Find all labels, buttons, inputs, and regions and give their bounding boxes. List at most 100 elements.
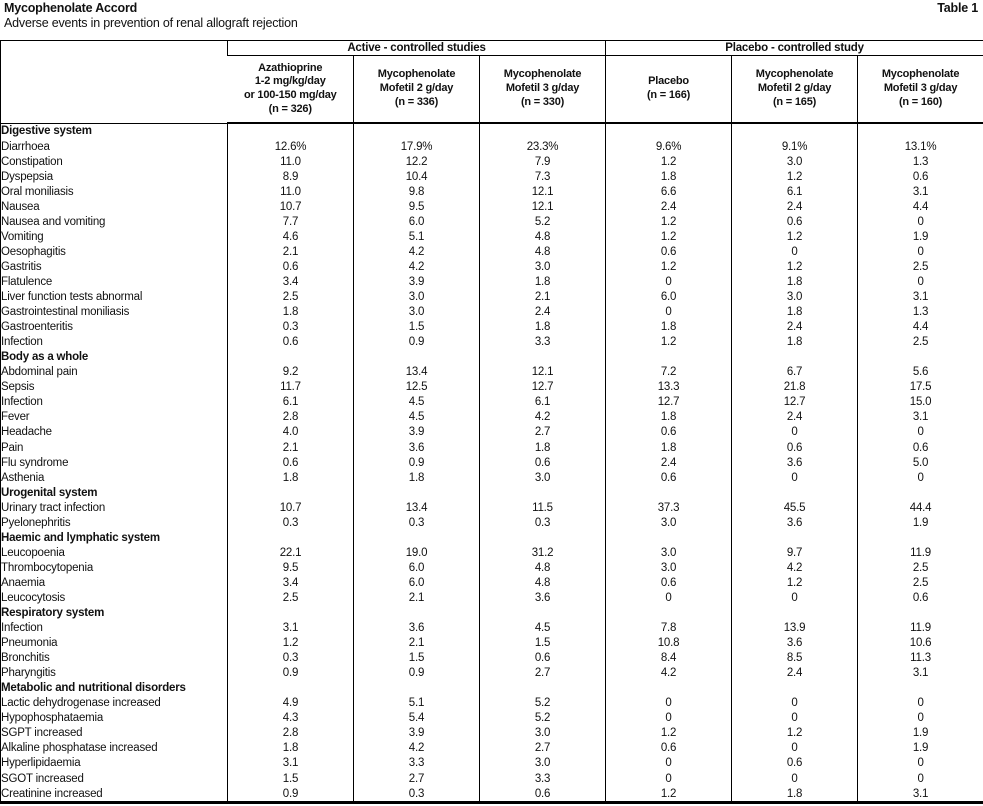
value-cell: 11.9 [857, 545, 983, 561]
table-row: Creatinine increased 0.9 0.3 0.6 1.2 1.8 3.1 [1, 786, 983, 803]
empty-cell [857, 349, 983, 365]
table-row: Liver function tests abnormal 2.5 3.0 2.1 6.… [1, 289, 983, 305]
column-header-line: Mofetil 3 g/day [505, 82, 580, 95]
row-label: Oesophagitis [1, 245, 66, 258]
table-row: Gastroenteritis 0.3 1.5 1.8 1.8 2.4 4.4 [1, 319, 983, 335]
value-cell: 11.7 [227, 379, 354, 395]
table-row: Diarrhoea 12.6% 17.9% 23.3% 9.6% 9.1% 13.1% [1, 139, 983, 155]
value-cell: 3.0 [478, 259, 606, 275]
value-cell: 3.6 [478, 590, 606, 606]
empty-cell [353, 349, 480, 365]
value-cell: 2.4 [605, 455, 732, 471]
value-cell: 3.0 [478, 470, 606, 486]
value-cell: 13.9 [731, 620, 858, 636]
value-cell: 0.3 [353, 786, 480, 803]
table-row: SGPT increased 2.8 3.9 3.0 1.2 1.2 1.9 [1, 725, 983, 741]
row-label: Thrombocytopenia [1, 561, 94, 574]
value-cell: 1.8 [731, 334, 858, 350]
table-row: Nausea and vomiting 7.7 6.0 5.2 1.2 0.6 0 [1, 214, 983, 230]
row-label: SGOT increased [1, 772, 84, 785]
table-row: Pneumonia 1.2 2.1 1.5 10.8 3.6 10.6 [1, 635, 983, 651]
value-cell: 7.8 [605, 620, 732, 636]
column-header-line: (n = 330) [520, 95, 565, 108]
table-number-label: Table 1 [937, 1, 978, 15]
value-cell: 4.5 [478, 620, 606, 636]
value-cell: 3.0 [478, 755, 606, 772]
table-row: Infection 3.1 3.6 4.5 7.8 13.9 11.9 [1, 620, 983, 636]
value-cell: 0.6 [605, 470, 732, 486]
value-cell: 0 [605, 304, 732, 320]
empty-cell [605, 123, 732, 140]
value-cell: 3.3 [353, 755, 480, 772]
column-header-line: Mycophenolate [881, 68, 960, 81]
value-cell: 2.4 [731, 199, 858, 215]
value-cell: 7.2 [605, 364, 732, 380]
value-cell: 0.6 [857, 590, 983, 606]
column-header-row: Azathioprine 1-2 mg/kg/day or 100-150 mg/d… [1, 55, 983, 124]
table-body: Digestive system Diarrhoea 12.6% 17.9% 23.3%… [1, 123, 983, 803]
value-cell: 0 [731, 244, 858, 260]
value-cell: 0 [857, 710, 983, 726]
value-cell: 10.8 [605, 635, 732, 651]
column-header-line: 1-2 mg/kg/day [254, 75, 326, 88]
empty-cell [478, 349, 606, 365]
value-cell: 0.6 [731, 214, 858, 230]
value-cell: 0 [857, 214, 983, 230]
value-cell: 0 [857, 695, 983, 711]
value-cell: 6.1 [731, 184, 858, 200]
column-header-line: (n = 336) [394, 95, 439, 108]
value-cell: 1.2 [731, 259, 858, 275]
value-cell: 1.5 [478, 635, 606, 651]
value-cell: 6.6 [605, 184, 732, 200]
value-cell: 1.2 [605, 786, 732, 803]
table-row: Hypophosphataemia 4.3 5.4 5.2 0 0 0 [1, 710, 983, 726]
row-label: Asthenia [1, 471, 45, 484]
row-label: Gastroenteritis [1, 321, 73, 334]
section-title: Body as a whole [1, 351, 89, 364]
value-cell: 2.4 [478, 304, 606, 320]
table-row: Pharyngitis 0.9 0.9 2.7 4.2 2.4 3.1 [1, 665, 983, 681]
column-header-line: (n = 160) [898, 95, 943, 108]
value-cell: 1.3 [857, 304, 983, 320]
row-label: Creatinine increased [1, 787, 103, 800]
column-header: Mycophenolate Mofetil 3 g/day (n = 160) [857, 55, 983, 124]
value-cell: 2.4 [731, 319, 858, 335]
table-row: Pain 2.1 3.6 1.8 1.8 0.6 0.6 [1, 439, 983, 456]
value-cell: 23.3% [478, 139, 606, 155]
value-cell: 5.0 [857, 455, 983, 471]
value-cell: 3.9 [353, 725, 480, 741]
row-label: Bronchitis [1, 652, 50, 665]
row-label: Sepsis [1, 381, 35, 394]
empty-cell [227, 605, 354, 621]
value-cell: 0.6 [227, 259, 354, 275]
value-cell: 1.5 [353, 319, 480, 335]
row-label: Nausea and vomiting [1, 215, 106, 228]
value-cell: 13.4 [353, 364, 480, 380]
value-cell: 11.9 [857, 620, 983, 636]
value-cell: 0.9 [227, 665, 354, 681]
value-cell: 4.6 [227, 229, 354, 245]
value-cell: 3.1 [227, 620, 354, 636]
table-row: Fever 2.8 4.5 4.2 1.8 2.4 3.1 [1, 409, 983, 425]
value-cell: 19.0 [353, 545, 480, 561]
row-label: Alkaline phosphatase increased [1, 742, 158, 755]
value-cell: 3.1 [857, 289, 983, 305]
value-cell: 6.0 [353, 575, 480, 591]
value-cell: 0 [731, 710, 858, 726]
value-cell: 0 [605, 590, 732, 606]
table-row: Oesophagitis 2.1 4.2 4.8 0.6 0 0 [1, 244, 983, 260]
table-row: Pyelonephritis 0.3 0.3 0.3 3.0 3.6 1.9 [1, 515, 983, 531]
section-title: Metabolic and nutritional disorders [1, 682, 186, 695]
value-cell: 3.6 [731, 455, 858, 471]
empty-cell [227, 123, 354, 140]
value-cell: 12.1 [478, 184, 606, 200]
value-cell: 5.2 [478, 710, 606, 726]
column-header-line: Azathioprine [258, 61, 323, 74]
value-cell: 0 [605, 695, 732, 711]
value-cell: 5.2 [478, 214, 606, 230]
value-cell: 1.8 [227, 740, 354, 756]
table-row: Gastritis 0.6 4.2 3.0 1.2 1.2 2.5 [1, 259, 983, 275]
adverse-events-table: Active - controlled studies Placebo - con… [0, 40, 983, 805]
value-cell: 3.4 [227, 274, 354, 290]
value-cell: 0 [731, 695, 858, 711]
